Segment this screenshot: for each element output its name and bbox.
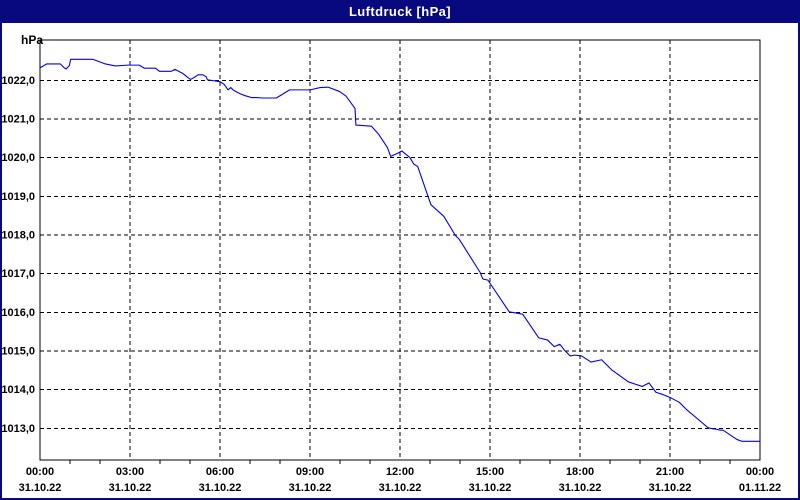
svg-text:1013,0: 1013,0 — [1, 423, 35, 435]
svg-text:18:00: 18:00 — [566, 466, 594, 478]
svg-text:1016,0: 1016,0 — [1, 307, 35, 319]
svg-text:03:00: 03:00 — [116, 466, 144, 478]
svg-text:31.10.22: 31.10.22 — [199, 482, 242, 494]
svg-text:15:00: 15:00 — [476, 466, 504, 478]
svg-text:31.10.22: 31.10.22 — [379, 482, 422, 494]
svg-text:1015,0: 1015,0 — [1, 346, 35, 358]
svg-text:00:00: 00:00 — [26, 466, 54, 478]
svg-text:06:00: 06:00 — [206, 466, 234, 478]
svg-text:31.10.22: 31.10.22 — [289, 482, 332, 494]
svg-text:1020,0: 1020,0 — [1, 152, 35, 164]
svg-text:1021,0: 1021,0 — [1, 114, 35, 126]
svg-text:Luftdruck [hPa]: Luftdruck [hPa] — [349, 4, 451, 19]
svg-text:1014,0: 1014,0 — [1, 384, 35, 396]
svg-text:12:00: 12:00 — [386, 466, 414, 478]
svg-text:1018,0: 1018,0 — [1, 230, 35, 242]
svg-text:31.10.22: 31.10.22 — [19, 482, 62, 494]
svg-text:31.10.22: 31.10.22 — [469, 482, 512, 494]
svg-text:00:00: 00:00 — [746, 466, 774, 478]
svg-text:1019,0: 1019,0 — [1, 191, 35, 203]
svg-text:31.10.22: 31.10.22 — [109, 482, 152, 494]
svg-text:31.10.22: 31.10.22 — [559, 482, 602, 494]
svg-text:09:00: 09:00 — [296, 466, 324, 478]
svg-text:1022,0: 1022,0 — [1, 75, 35, 87]
svg-text:31.10.22: 31.10.22 — [649, 482, 692, 494]
svg-text:1017,0: 1017,0 — [1, 268, 35, 280]
svg-text:01.11.22: 01.11.22 — [739, 482, 781, 494]
svg-text:21:00: 21:00 — [656, 466, 684, 478]
